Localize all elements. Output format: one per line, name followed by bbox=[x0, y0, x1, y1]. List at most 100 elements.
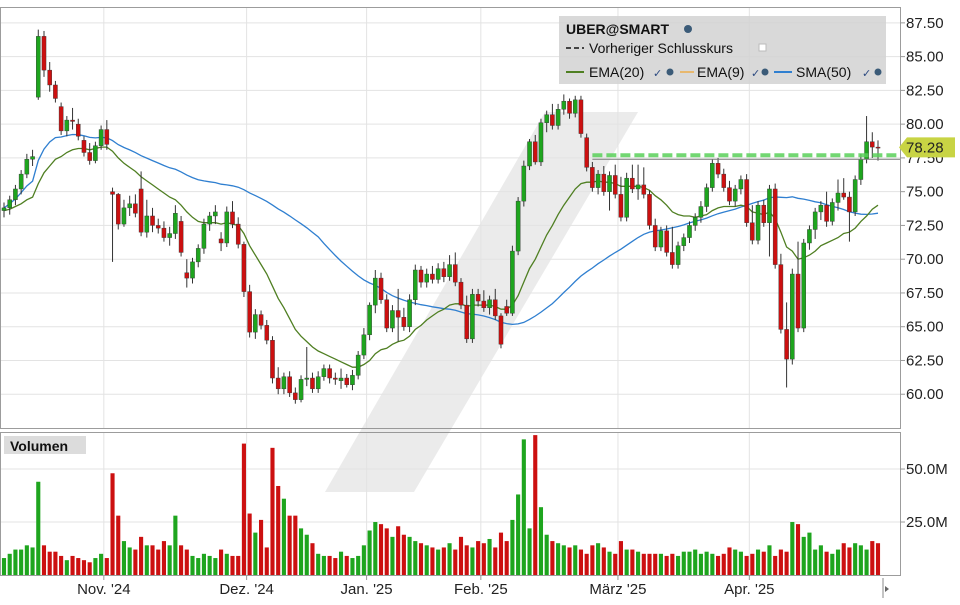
candle-body bbox=[441, 268, 447, 277]
checkmark-icon[interactable]: ✓ bbox=[653, 68, 662, 80]
candle-body bbox=[104, 129, 110, 145]
info-icon[interactable] bbox=[684, 25, 692, 33]
volume-bar bbox=[316, 553, 321, 575]
candle-body bbox=[755, 204, 761, 241]
volume-bar bbox=[624, 549, 629, 575]
volume-bar bbox=[441, 547, 446, 575]
volume-series bbox=[1, 435, 881, 575]
settings-icon[interactable] bbox=[874, 68, 882, 76]
volume-bar bbox=[875, 543, 881, 575]
y-tick-label: 67.50 bbox=[906, 285, 944, 302]
candle-body bbox=[670, 252, 675, 265]
candle-body bbox=[658, 230, 664, 248]
candle-body bbox=[81, 140, 87, 153]
volume-bar bbox=[510, 519, 515, 575]
candle-body bbox=[624, 177, 629, 218]
candle-body bbox=[790, 273, 795, 360]
volume-bar bbox=[755, 549, 761, 575]
candle-body bbox=[538, 122, 544, 163]
candle-body bbox=[418, 269, 424, 283]
candle-body bbox=[150, 215, 155, 226]
candle-body bbox=[458, 281, 464, 306]
volume-bar bbox=[578, 549, 584, 575]
candle-body bbox=[561, 100, 567, 110]
volume-bar bbox=[538, 507, 544, 575]
candle-body bbox=[732, 188, 738, 202]
candle-body bbox=[338, 377, 344, 381]
candle-body bbox=[293, 392, 298, 400]
volume-bar bbox=[24, 545, 29, 575]
volume-bar bbox=[647, 553, 652, 575]
candle-body bbox=[544, 114, 549, 123]
candle-body bbox=[675, 245, 681, 265]
volume-bar bbox=[607, 551, 612, 575]
candle-body bbox=[218, 238, 224, 244]
candle-body bbox=[1, 207, 7, 211]
y-tick-label: 70.00 bbox=[906, 251, 944, 268]
volume-bar bbox=[870, 541, 875, 575]
candle-body bbox=[367, 304, 372, 336]
candle-body bbox=[133, 203, 138, 214]
candle-body bbox=[70, 119, 75, 122]
checkmark-icon[interactable]: ✓ bbox=[751, 68, 760, 80]
candle-body bbox=[13, 188, 18, 200]
volume-bar bbox=[230, 555, 235, 575]
volume-bar bbox=[556, 543, 561, 575]
candle-body bbox=[298, 379, 304, 400]
candle-body bbox=[87, 152, 92, 161]
candle-body bbox=[601, 173, 607, 192]
y-tick-label: 87.50 bbox=[906, 15, 944, 32]
volume-bar bbox=[93, 558, 98, 575]
candle-body bbox=[761, 204, 767, 223]
toggle-box-icon[interactable] bbox=[758, 43, 767, 52]
volume-bar bbox=[824, 551, 829, 575]
candle-body bbox=[275, 377, 281, 390]
volume-bar bbox=[567, 547, 572, 575]
volume-bar bbox=[344, 555, 349, 575]
volume-bar bbox=[36, 481, 41, 575]
volume-bar bbox=[127, 547, 132, 575]
volume-bar bbox=[550, 541, 555, 575]
volume-bar bbox=[687, 551, 692, 575]
volume-bar bbox=[847, 547, 852, 575]
volume-bar bbox=[264, 547, 269, 575]
candle-body bbox=[190, 261, 195, 279]
volume-bar bbox=[858, 545, 863, 575]
candle-body bbox=[58, 106, 64, 132]
volume-bar bbox=[241, 443, 246, 575]
volume-bar bbox=[47, 551, 52, 575]
volume-bar bbox=[287, 515, 292, 575]
candle-body bbox=[7, 199, 12, 209]
candle-body bbox=[618, 194, 624, 218]
candle-body bbox=[590, 167, 595, 188]
y-tick-label: 60.00 bbox=[906, 386, 944, 403]
candle-body bbox=[178, 221, 184, 253]
volume-bar bbox=[710, 553, 715, 575]
candle-body bbox=[395, 310, 401, 318]
candle-body bbox=[287, 376, 292, 394]
candle-body bbox=[630, 177, 635, 190]
candle-body bbox=[595, 173, 601, 188]
volume-bar bbox=[670, 553, 675, 575]
candle-body bbox=[53, 84, 58, 99]
settings-icon[interactable] bbox=[761, 68, 769, 76]
volume-bar bbox=[19, 549, 24, 575]
scroll-right-icon[interactable] bbox=[882, 578, 889, 598]
candle-body bbox=[584, 137, 589, 168]
candle-body bbox=[721, 173, 727, 188]
checkmark-icon[interactable]: ✓ bbox=[862, 68, 871, 80]
settings-icon[interactable] bbox=[666, 68, 674, 76]
legend-prev-close: Vorheriger Schlusskurs bbox=[589, 40, 733, 56]
volume-bar bbox=[750, 553, 755, 575]
candle-body bbox=[481, 300, 487, 309]
volume-bar bbox=[367, 530, 372, 575]
volume-bar bbox=[601, 547, 606, 575]
candle-body bbox=[807, 229, 812, 244]
candle-body bbox=[378, 277, 384, 300]
y-tick-label: 85.00 bbox=[906, 49, 944, 66]
volume-bar bbox=[795, 524, 801, 575]
indicator-lines bbox=[3, 133, 879, 368]
volume-bar bbox=[527, 528, 532, 575]
volume-bar bbox=[327, 555, 332, 575]
